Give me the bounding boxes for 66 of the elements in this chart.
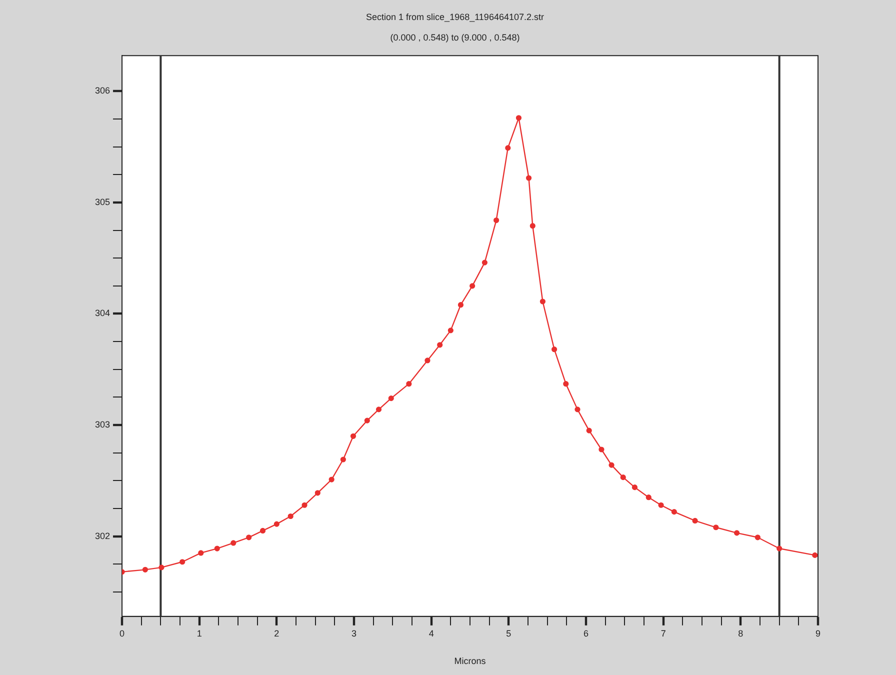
point — [364, 418, 370, 424]
point — [482, 260, 488, 266]
x-tick-label: 6 — [584, 628, 589, 638]
point — [350, 433, 356, 439]
point — [812, 552, 818, 558]
point — [198, 550, 204, 556]
point — [288, 513, 294, 520]
point — [632, 484, 638, 490]
point — [376, 406, 382, 412]
point — [754, 534, 760, 540]
y-tick-label: 303 — [94, 420, 110, 430]
point — [260, 528, 266, 534]
point — [424, 358, 430, 364]
point — [574, 406, 580, 412]
point — [620, 474, 626, 480]
x-tick-label: 5 — [506, 628, 512, 638]
point — [526, 175, 532, 181]
point — [274, 521, 280, 527]
point — [448, 328, 454, 334]
point — [734, 530, 740, 536]
x-axis-title: Microns — [454, 656, 486, 666]
point — [340, 456, 346, 462]
x-tick-label: 4 — [428, 628, 434, 638]
point — [540, 298, 546, 304]
chart-subtitle: (0.000 , 0.548) to (9.000 , 0.548) — [390, 32, 520, 43]
point — [180, 559, 186, 565]
point — [246, 534, 252, 540]
point — [494, 217, 500, 224]
point — [230, 540, 236, 546]
y-tick-label: 304 — [94, 308, 110, 318]
point — [586, 428, 592, 434]
point — [530, 223, 536, 229]
point — [598, 446, 604, 452]
point — [158, 564, 164, 570]
point — [470, 283, 476, 289]
x-tick-label: 2 — [274, 628, 280, 638]
x-tick-label: 1 — [196, 628, 202, 638]
point — [458, 302, 464, 308]
chart-title: Section 1 from slice_1968_1196464107.2.str — [366, 12, 544, 22]
point — [713, 524, 719, 530]
point — [552, 346, 558, 352]
point — [302, 502, 308, 508]
point — [646, 494, 652, 500]
point — [314, 490, 320, 496]
point — [505, 145, 511, 151]
point — [776, 546, 782, 552]
y-tick-label: 302 — [94, 530, 110, 541]
x-tick-label: 9 — [815, 628, 821, 638]
point — [388, 396, 394, 402]
point — [406, 381, 412, 387]
y-tick-label: 306 — [94, 86, 110, 96]
x-tick-label: 7 — [660, 628, 666, 638]
x-tick-label: 3 — [352, 628, 357, 638]
point — [214, 546, 220, 552]
point — [142, 566, 148, 572]
point — [563, 381, 569, 387]
x-tick-label: 8 — [738, 628, 744, 638]
point — [658, 502, 664, 508]
point — [692, 518, 698, 524]
point — [608, 462, 614, 468]
point — [328, 476, 334, 482]
point — [437, 342, 443, 348]
point — [671, 509, 677, 515]
x-tick-label: 0 — [120, 628, 125, 638]
y-tick-label: 305 — [94, 196, 110, 207]
point — [516, 115, 522, 121]
